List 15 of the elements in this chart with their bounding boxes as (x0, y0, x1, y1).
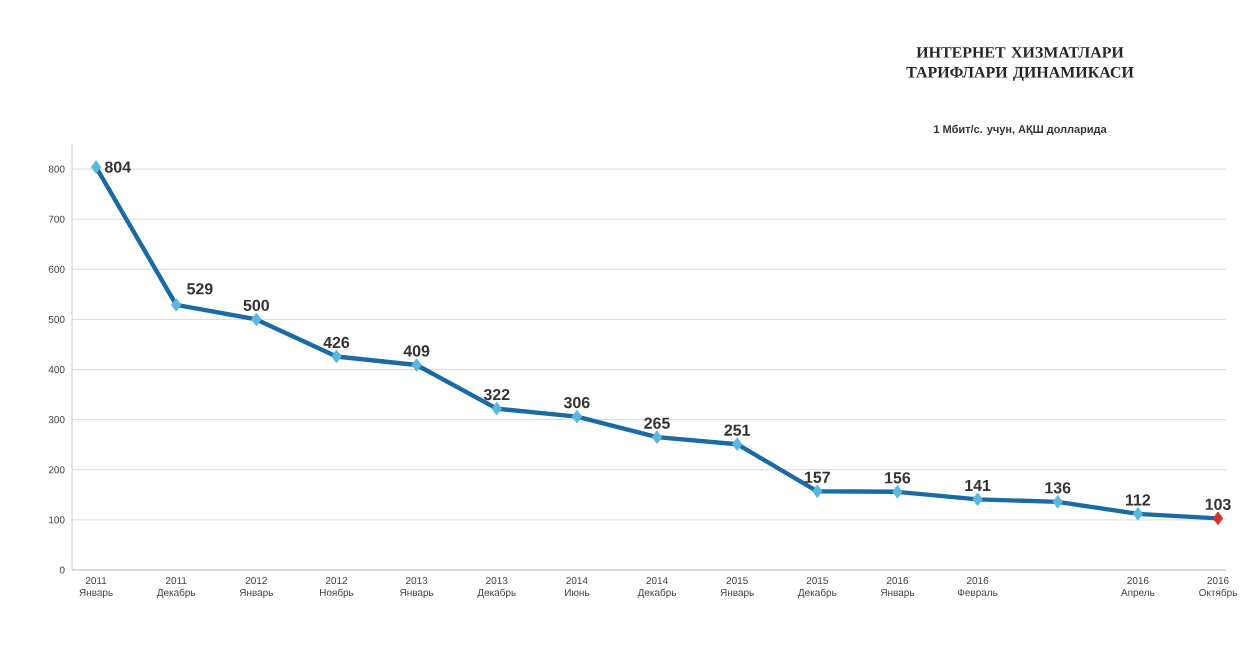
point (571, 409, 583, 424)
point (171, 298, 182, 312)
point (892, 485, 903, 499)
point (331, 349, 342, 364)
point (90, 160, 102, 174)
point (1052, 495, 1063, 509)
point (651, 430, 663, 444)
point (411, 358, 422, 372)
point (812, 484, 823, 499)
point (1212, 511, 1224, 526)
point (972, 492, 983, 507)
point (251, 312, 262, 327)
point (1132, 507, 1144, 521)
point (491, 401, 502, 416)
point (731, 437, 743, 451)
